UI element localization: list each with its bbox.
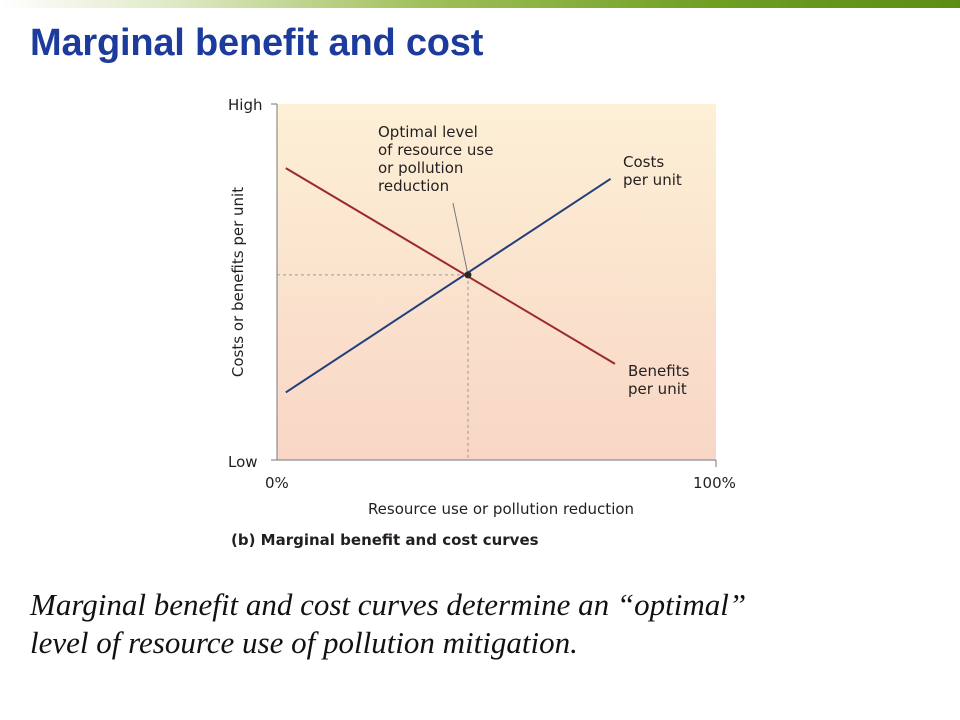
caption-line-2: level of resource use of pollution mitig… xyxy=(30,625,578,660)
benefits-line xyxy=(285,167,616,365)
annotation-leader-line xyxy=(452,202,469,275)
costs-label-line: per unit xyxy=(623,171,682,189)
optimal-annotation: Optimal level of resource use or polluti… xyxy=(378,123,498,195)
slide-title: Marginal benefit and cost xyxy=(30,22,484,64)
y-tick-label-high: High xyxy=(228,96,262,114)
benefits-label-line: Benefits xyxy=(628,362,690,380)
benefits-label-line: per unit xyxy=(628,380,687,398)
caption: Marginal benefit and cost curves determi… xyxy=(30,586,930,662)
costs-label-line: Costs xyxy=(623,153,664,171)
optimal-annotation-line: or pollution xyxy=(378,159,463,177)
costs-series-label: Costs per unit xyxy=(623,153,682,189)
plot-area xyxy=(277,104,716,460)
y-axis-label: Costs or benefits per unit xyxy=(229,187,247,377)
optimal-annotation-line: of resource use xyxy=(378,141,493,159)
costs-line xyxy=(285,177,612,394)
benefits-series-label: Benefits per unit xyxy=(628,362,694,398)
optimal-annotation-line: Optimal level xyxy=(378,123,478,141)
x-axis-label: Resource use or pollution reduction xyxy=(368,500,634,518)
top-accent-bar xyxy=(0,0,960,8)
y-tick-label-low: Low xyxy=(228,453,258,471)
optimum-point xyxy=(464,271,472,279)
caption-line-1: Marginal benefit and cost curves determi… xyxy=(30,587,747,622)
x-tick-label-100: 100% xyxy=(693,474,736,492)
optimal-annotation-line: reduction xyxy=(378,177,449,195)
figure-label: (b) Marginal benefit and cost curves xyxy=(231,531,539,549)
x-tick-label-0: 0% xyxy=(265,474,289,492)
